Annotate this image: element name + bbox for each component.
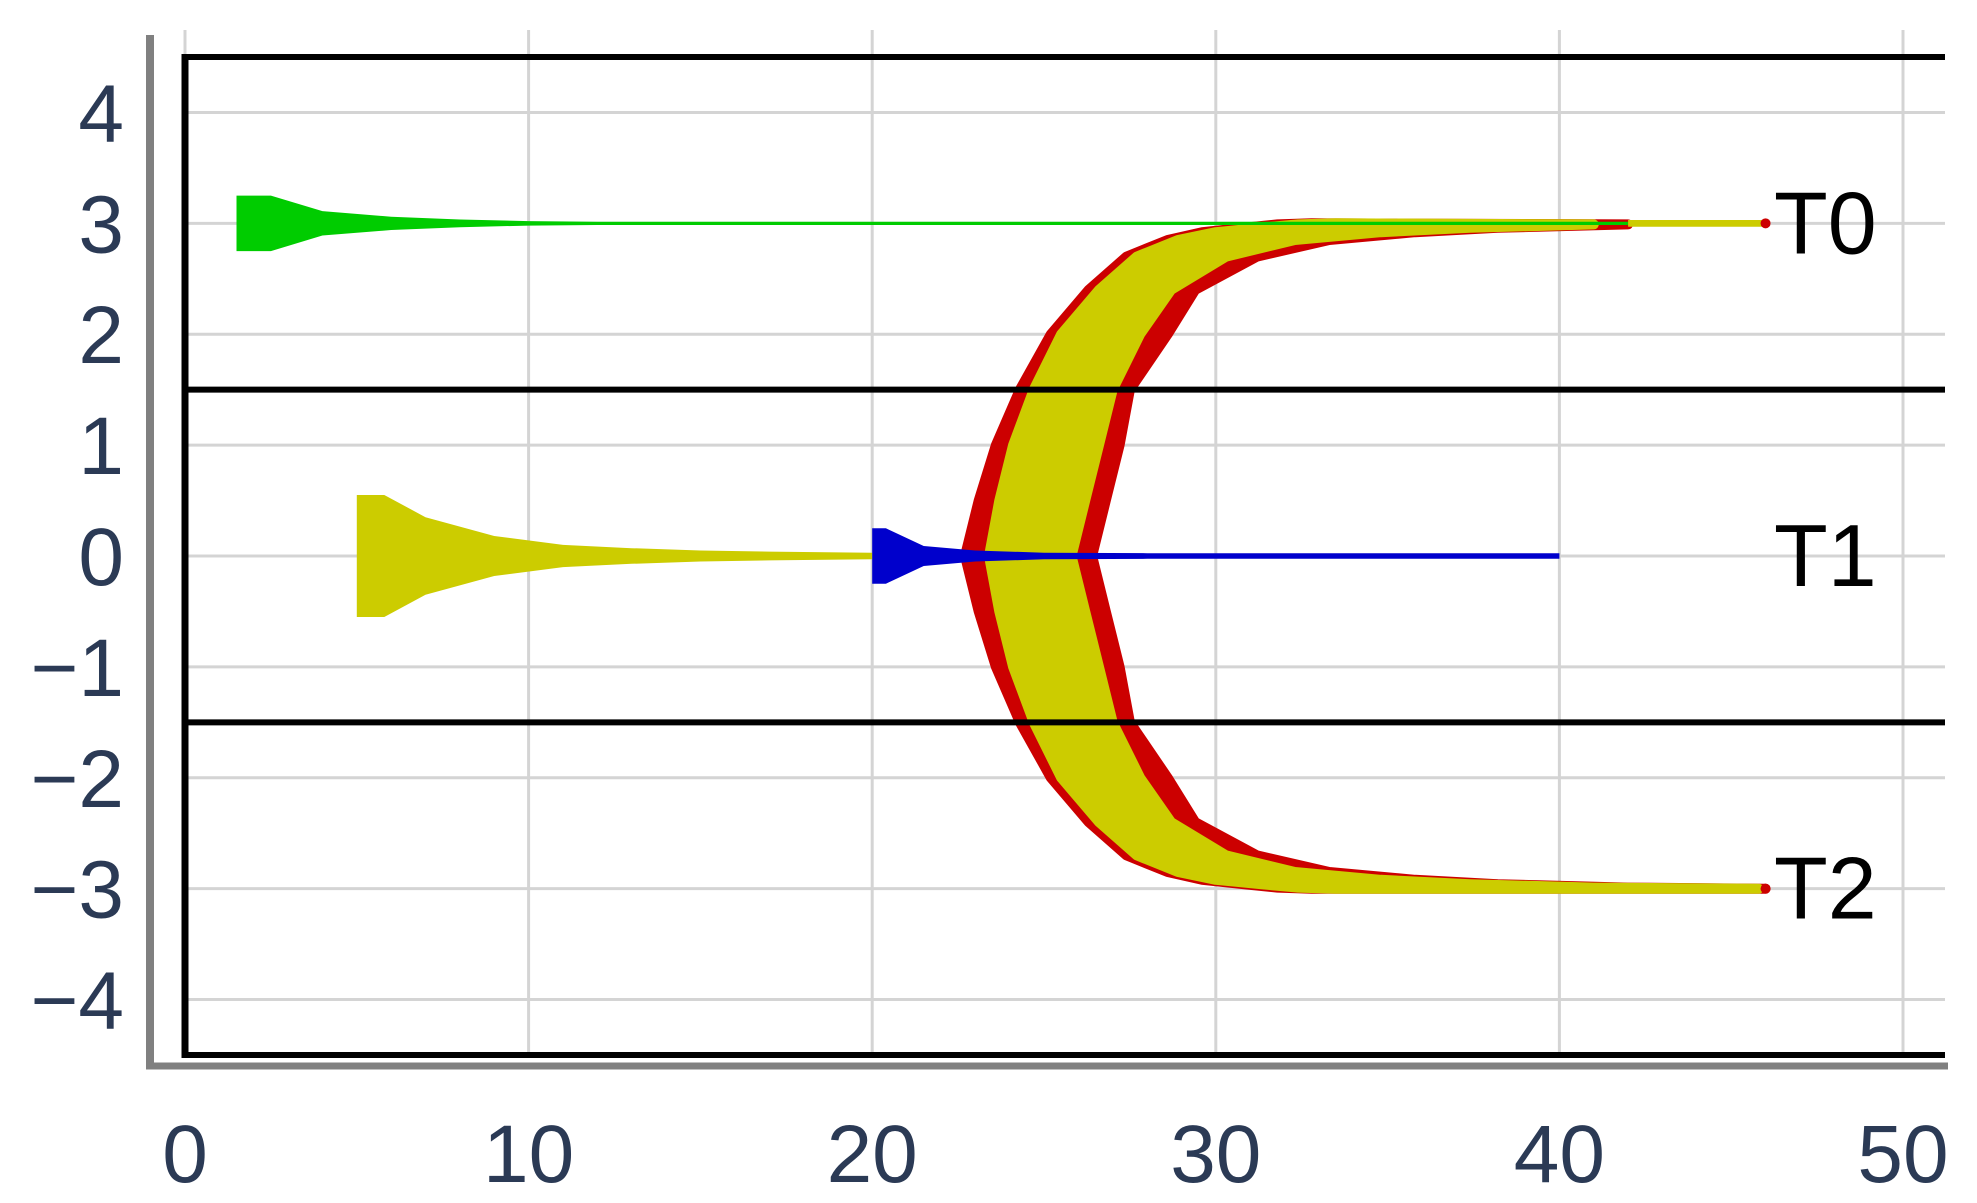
x-tick-label: 0 — [162, 1109, 208, 1200]
x-tick-label: 10 — [483, 1109, 574, 1200]
series-green-0 — [236, 195, 1629, 252]
x-tick-label: 40 — [1514, 1109, 1605, 1200]
axes — [146, 35, 1948, 1070]
y-tick-label: −1 — [31, 623, 125, 714]
y-tick-label: 3 — [78, 179, 124, 270]
series-layer — [236, 195, 1771, 894]
y-tick-label: 1 — [78, 401, 124, 492]
track-label-t1: T1 — [1774, 506, 1877, 605]
y-tick-label: 0 — [78, 512, 124, 603]
y-tick-label: −2 — [31, 734, 125, 825]
series-yellow-1 — [356, 495, 873, 617]
series-yellow-3 — [1628, 220, 1766, 227]
y-tick-label: −4 — [31, 956, 125, 1047]
endpoint-marker — [1760, 883, 1771, 894]
endpoint-marker — [1760, 218, 1771, 229]
track-label-t0: T0 — [1774, 173, 1877, 272]
track-label-t2: T2 — [1774, 839, 1877, 938]
x-tick-label: 20 — [827, 1109, 918, 1200]
x-tick-label: 30 — [1170, 1109, 1261, 1200]
y-tick-label: 4 — [78, 68, 124, 159]
y-tick-label: 2 — [78, 290, 124, 381]
x-tick-label: 50 — [1857, 1109, 1948, 1200]
series-band-yellow-5 — [984, 218, 1764, 894]
region-boundaries — [181, 54, 1945, 1058]
y-tick-label: −3 — [31, 845, 125, 936]
series-blue-2 — [872, 528, 1560, 584]
